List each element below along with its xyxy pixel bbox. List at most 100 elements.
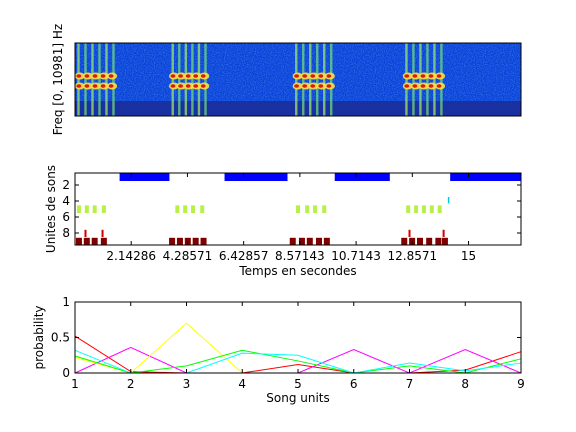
unit9-mark <box>323 237 330 245</box>
unit1-band <box>119 173 170 181</box>
probability-xtick-label: 7 <box>406 377 414 391</box>
spectrogram-stripe <box>426 43 429 116</box>
song-units-ylabel: Unites de sons <box>44 165 58 253</box>
probability-xtick-label: 5 <box>294 377 302 391</box>
unit5-mark <box>191 205 196 213</box>
spectrogram-stripe <box>112 43 115 116</box>
unit1-band <box>450 173 521 181</box>
spectrogram-harmonic-core <box>76 84 82 88</box>
unit5-mark <box>92 205 97 213</box>
unit9-mark <box>75 237 82 245</box>
spectrogram-harmonic-core <box>326 74 332 78</box>
probability-ytick-label: 1 <box>62 295 70 309</box>
spectrogram-harmonic-core <box>100 84 106 88</box>
spectrogram-harmonic-core <box>436 74 442 78</box>
unit8-mark <box>101 229 104 237</box>
song-units-panel <box>75 173 521 245</box>
spectrogram-stripe <box>204 43 207 116</box>
unit9-mark <box>306 237 313 245</box>
spectrogram-harmonic-core <box>200 74 206 78</box>
unit5-mark <box>76 205 81 213</box>
spectrogram-harmonic-core <box>193 84 199 88</box>
spectrogram-stripe <box>309 43 312 116</box>
spectrogram-panel <box>75 43 521 116</box>
song-units-xlabel: Temps en secondes <box>238 264 356 278</box>
spectrogram-harmonic-core <box>420 84 426 88</box>
spectrogram-harmonic-core <box>428 84 434 88</box>
probability-ytick-label: 0.5 <box>51 331 70 345</box>
probability-xtick-label: 9 <box>517 377 525 391</box>
probability-xtick-label: 2 <box>127 377 135 391</box>
spectrogram-stripe <box>171 43 174 116</box>
unit9-mark <box>441 237 448 245</box>
probability-panel <box>74 322 522 374</box>
spectrogram-ylabel: Freq [0, 10981] Hz <box>51 24 65 135</box>
song-units-xtick-label: 6.42857 <box>219 249 269 263</box>
unit9-mark <box>192 237 199 245</box>
probability-xticks: 1 2 3 4 5 6 7 8 9 <box>71 302 525 391</box>
song-units-xtick-label: 4.28571 <box>163 249 213 263</box>
spectrogram-harmonic-core <box>428 74 434 78</box>
spectrogram-harmonic-core <box>436 84 442 88</box>
spectrogram-stripe <box>197 43 201 116</box>
probability-series-line <box>74 349 522 374</box>
probability-frame <box>74 301 522 374</box>
probability-xtick-label: 3 <box>183 377 191 391</box>
probability-ytick-label: 0 <box>62 366 70 380</box>
spectrogram-stripe <box>330 43 333 116</box>
song-units-xtick-label: 12.8571 <box>387 249 437 263</box>
song-units-xticks: 2.14286 4.28571 6.42857 8.57143 10.7143 12.85… <box>106 173 476 263</box>
unit9-mark <box>100 237 107 245</box>
song-units-xtick-label: 2.14286 <box>106 249 156 263</box>
spectrogram-harmonic-core <box>92 74 98 78</box>
spectrogram-stripe <box>105 43 108 116</box>
unit5-mark <box>437 205 442 213</box>
spectrogram-harmonic-core <box>326 84 332 88</box>
unit4-mark <box>447 197 450 204</box>
spectrogram-harmonic-core <box>318 84 324 88</box>
probability-series-line <box>74 322 521 374</box>
spectrogram-stripe <box>405 43 408 116</box>
spectrogram-stripe <box>316 43 319 116</box>
probability-ylabel: probability <box>32 305 46 369</box>
unit9-mark <box>176 237 183 245</box>
spectrogram-stripe <box>191 43 194 116</box>
unit1-band <box>224 173 288 181</box>
probability-yticks: 00.51 <box>51 295 521 380</box>
spectrogram-harmonic-core <box>108 74 114 78</box>
spectrogram-harmonic-core <box>185 84 191 88</box>
spectrogram-harmonic-core <box>310 74 316 78</box>
spectrogram-frame <box>74 42 522 117</box>
unit5-mark <box>84 205 89 213</box>
unit5-mark <box>296 205 300 213</box>
spectrogram-harmonic-core <box>302 74 308 78</box>
spectrogram-harmonic-core <box>170 74 176 78</box>
unit9-mark <box>83 237 90 245</box>
unit8-mark <box>408 229 411 237</box>
song-units-xtick-label: 15 <box>461 249 476 263</box>
spectrogram-harmonic-core <box>318 74 324 78</box>
spectrogram-stripe <box>412 43 415 116</box>
unit5-mark <box>175 205 180 213</box>
unit9-mark <box>169 237 176 245</box>
spectrogram-harmonic-core <box>170 84 176 88</box>
spectrogram-harmonic-core <box>404 84 410 88</box>
unit5-mark <box>200 205 205 213</box>
unit9-mark <box>435 237 442 245</box>
song-units-xtick-label: 10.7143 <box>331 249 381 263</box>
spectrogram-stripe <box>433 43 436 116</box>
unit9-mark <box>401 237 408 245</box>
unit9-mark <box>289 237 296 245</box>
spectrogram-harmonic-core <box>200 84 206 88</box>
unit8-mark <box>442 229 445 237</box>
probability-xtick-label: 1 <box>71 377 79 391</box>
song-units-ytick-label: 2 <box>62 178 70 192</box>
spectrogram-stripe <box>84 43 87 116</box>
spectrogram-stripe <box>77 43 80 116</box>
spectrogram-harmonic-core <box>84 74 90 78</box>
unit1-band <box>334 173 390 181</box>
unit5-mark <box>406 205 411 213</box>
song-units-ytick-label: 6 <box>62 210 70 224</box>
